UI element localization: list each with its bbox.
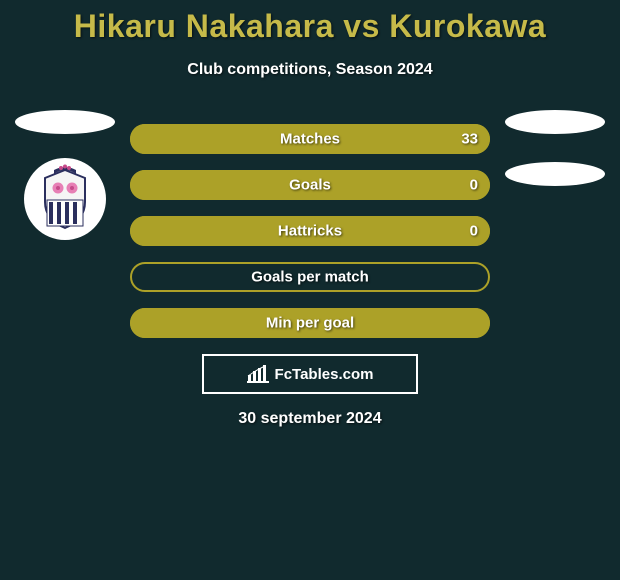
bar-chart-icon bbox=[247, 365, 269, 383]
left-player-column bbox=[10, 110, 120, 338]
stats-column: Matches 33 Goals 0 Hattricks 0 Goals per… bbox=[130, 110, 490, 338]
snapshot-date: 30 september 2024 bbox=[0, 410, 620, 428]
stat-value: 0 bbox=[470, 223, 478, 240]
stat-row-hattricks: Hattricks 0 bbox=[130, 216, 490, 246]
stat-row-goals: Goals 0 bbox=[130, 170, 490, 200]
right-player-club-oval bbox=[505, 162, 605, 186]
stat-row-min-per-goal: Min per goal bbox=[130, 308, 490, 338]
stat-label: Matches bbox=[130, 131, 490, 148]
left-player-name-oval bbox=[15, 110, 115, 134]
stat-label: Goals bbox=[130, 177, 490, 194]
brand-text: FcTables.com bbox=[275, 366, 374, 383]
stat-row-matches: Matches 33 bbox=[130, 124, 490, 154]
comparison-panel: Matches 33 Goals 0 Hattricks 0 Goals per… bbox=[10, 110, 610, 338]
page-subtitle: Club competitions, Season 2024 bbox=[0, 61, 620, 79]
stat-label: Hattricks bbox=[130, 223, 490, 240]
left-player-club-badge bbox=[24, 158, 106, 240]
right-player-name-oval bbox=[505, 110, 605, 134]
right-player-column bbox=[500, 110, 610, 338]
stat-value: 0 bbox=[470, 177, 478, 194]
stat-row-goals-per-match: Goals per match bbox=[130, 262, 490, 292]
brand-attribution: FcTables.com bbox=[202, 354, 418, 394]
page-title: Hikaru Nakahara vs Kurokawa bbox=[0, 0, 620, 45]
stat-label: Min per goal bbox=[130, 315, 490, 332]
stat-label: Goals per match bbox=[130, 269, 490, 286]
cerezo-osaka-crest-icon bbox=[30, 164, 100, 234]
stat-value: 33 bbox=[461, 131, 478, 148]
